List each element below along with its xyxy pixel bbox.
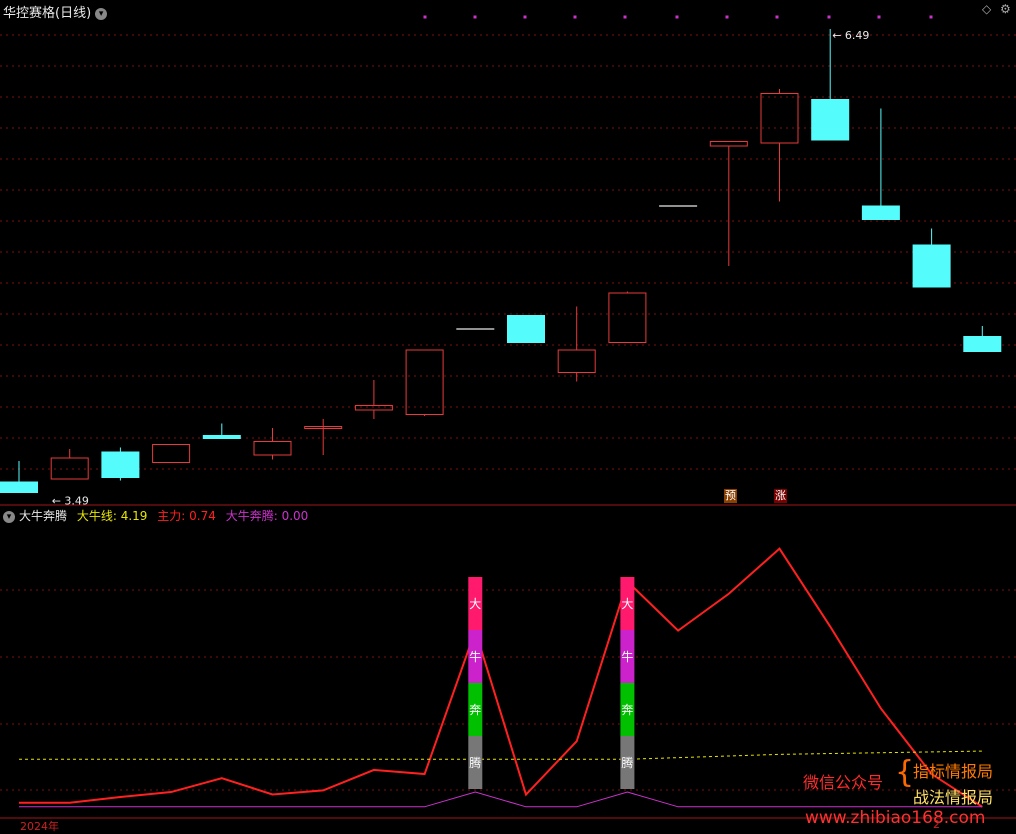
candle-up: [709, 141, 748, 147]
watermark-url: www.zhibiao168.com: [805, 808, 986, 828]
signal-bar-segment: [468, 577, 483, 630]
signal-bar-char: 大: [469, 597, 481, 611]
candle-down: [811, 99, 850, 141]
candle-down: [963, 336, 1002, 352]
indicator-series: 大牛奔腾 大牛奔腾: [19, 547, 983, 808]
marker-dot: [725, 15, 729, 19]
candle-down: [0, 481, 38, 493]
line1-label: 大牛线:: [76, 509, 117, 523]
gear-icon[interactable]: ⚙: [1000, 2, 1011, 16]
signal-bar-char: 奔: [621, 703, 633, 717]
indicator-name[interactable]: 大牛奔腾: [19, 509, 68, 523]
signal-bar-segment: [620, 630, 635, 683]
candle-up: [608, 292, 647, 343]
candle-up: [50, 457, 89, 480]
candle-down: [101, 451, 140, 478]
signal-bar-char: 牛: [469, 649, 481, 664]
high-price-label: ← 6.49: [832, 29, 869, 42]
signal-bar-char: 腾: [621, 755, 633, 770]
signal-bar-char: 奔: [469, 703, 481, 717]
candle-down: [861, 205, 900, 220]
signal-bar-segment: [620, 683, 635, 736]
candle-up: [405, 349, 444, 415]
candle-up: [354, 405, 393, 411]
marker-dot: [423, 15, 427, 19]
watermark-wechat: 微信公众号: [803, 773, 884, 792]
stock-title[interactable]: 华控赛格(日线) ▾: [3, 2, 108, 21]
candle-down: [507, 315, 545, 343]
candle-down: [202, 435, 241, 439]
watermark-line2: 战法情报局: [913, 788, 994, 807]
marker-dot: [523, 15, 527, 19]
line2-label: 主力:: [157, 509, 186, 523]
year-label: 2024年: [20, 820, 59, 833]
grid-lines: [0, 15, 1016, 819]
candle-up: [304, 426, 343, 429]
marker-dot: [827, 15, 831, 19]
signal-bar-char: 大: [621, 597, 633, 611]
candle-down: [912, 244, 951, 288]
line2-value: 0.74: [189, 509, 216, 523]
line3-label: 大牛奔腾:: [225, 509, 278, 523]
indicator-header: ▾ 大牛奔腾 大牛线: 4.19 主力: 0.74 大牛奔腾: 0.00: [3, 507, 314, 524]
candle-up: [253, 441, 292, 456]
marker-dot: [675, 15, 679, 19]
signal-badge-pre: 预: [724, 489, 737, 503]
brace-icon: {: [895, 755, 915, 790]
candle-up: [557, 349, 596, 373]
marker-dot: [573, 15, 577, 19]
chevron-down-icon[interactable]: ▾: [3, 510, 15, 523]
signal-badge-rise: 涨: [774, 489, 787, 503]
line1-value: 4.19: [120, 509, 148, 523]
signal-bar-segment: [468, 683, 483, 736]
date-tick: 2: [933, 818, 940, 831]
low-price-label: ← 3.49: [52, 495, 89, 508]
marker-dot: [929, 15, 933, 19]
diamond-icon[interactable]: ◇: [982, 2, 992, 16]
signal-bar-char: 腾: [469, 755, 481, 770]
candle-up: [760, 93, 799, 144]
series-line-大牛线: [19, 750, 983, 760]
signal-bar-segment: [468, 630, 483, 683]
candle-up: [152, 444, 191, 463]
signal-bar-segment: [620, 577, 635, 630]
watermark-line1: 指标情报局: [913, 762, 994, 781]
chevron-down-icon[interactable]: ▾: [95, 7, 108, 20]
signal-bar-segment: [620, 736, 635, 789]
line3-value: 0.00: [281, 509, 309, 523]
series-line-主力: [19, 547, 983, 808]
signal-bar-segment: [468, 736, 483, 789]
marker-dot: [877, 15, 881, 19]
marker-dot: [775, 15, 779, 19]
candlestick-series: ← 6.49 ← 3.49: [0, 29, 1002, 508]
marker-dot: [473, 15, 477, 19]
series-line-大牛奔腾: [19, 791, 983, 808]
signal-bar-char: 牛: [621, 649, 633, 664]
marker-dot: [623, 15, 627, 19]
stock-title-text: 华控赛格(日线): [3, 6, 92, 21]
